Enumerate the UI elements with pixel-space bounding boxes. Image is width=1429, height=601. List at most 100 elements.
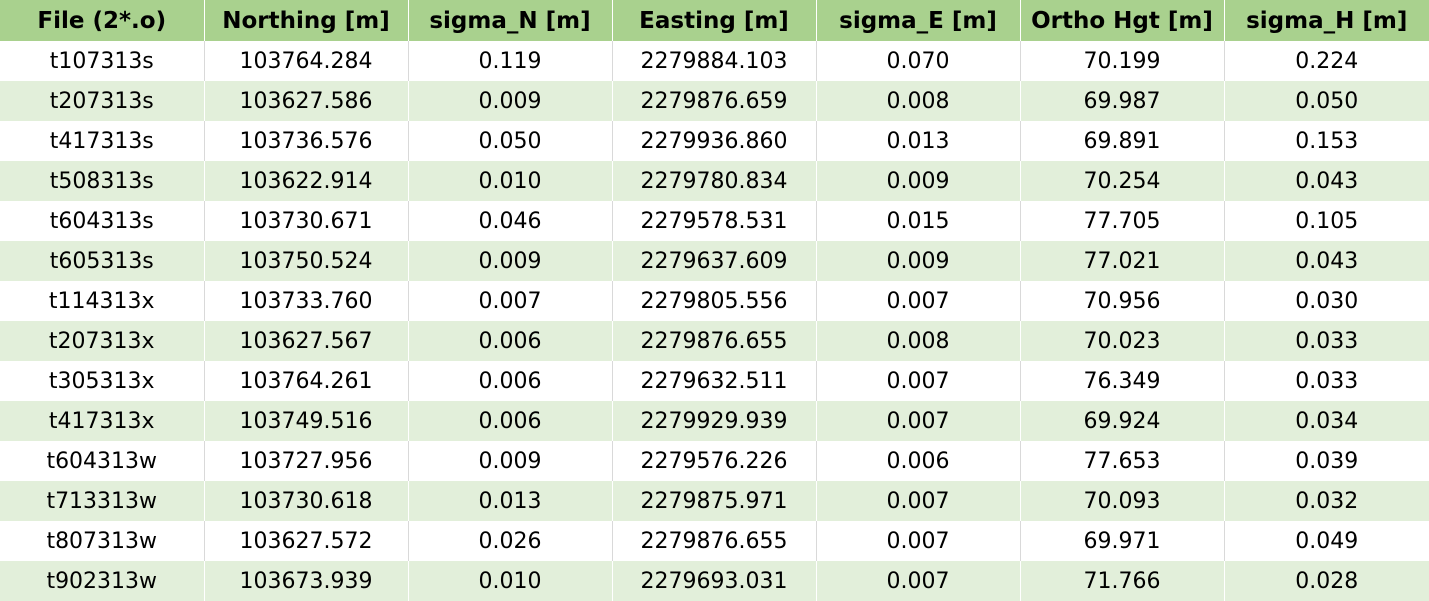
cell-northing[interactable]: 103730.618 <box>204 481 409 521</box>
cell-sigma-h[interactable]: 0.034 <box>1224 401 1429 441</box>
cell-sigma-n[interactable]: 0.050 <box>408 121 613 161</box>
cell-ortho-hgt[interactable]: 69.924 <box>1020 401 1225 441</box>
cell-sigma-n[interactable]: 0.007 <box>408 281 613 321</box>
cell-sigma-n[interactable]: 0.009 <box>408 81 613 121</box>
cell-file[interactable]: t114313x <box>0 281 205 321</box>
table-row[interactable]: t207313x 103627.567 0.006 2279876.655 0.008 7… <box>0 321 1429 361</box>
cell-northing[interactable]: 103622.914 <box>204 161 409 201</box>
cell-sigma-h[interactable]: 0.105 <box>1224 201 1429 241</box>
cell-ortho-hgt[interactable]: 70.956 <box>1020 281 1225 321</box>
cell-sigma-e[interactable]: 0.007 <box>816 521 1021 561</box>
cell-easting[interactable]: 2279693.031 <box>612 561 817 601</box>
cell-file[interactable]: t207313s <box>0 81 205 121</box>
cell-sigma-n[interactable]: 0.026 <box>408 521 613 561</box>
cell-sigma-h[interactable]: 0.028 <box>1224 561 1429 601</box>
cell-file[interactable]: t605313s <box>0 241 205 281</box>
cell-ortho-hgt[interactable]: 77.653 <box>1020 441 1225 481</box>
cell-sigma-h[interactable]: 0.043 <box>1224 241 1429 281</box>
cell-easting[interactable]: 2279576.226 <box>612 441 817 481</box>
cell-sigma-e[interactable]: 0.008 <box>816 321 1021 361</box>
cell-northing[interactable]: 103730.671 <box>204 201 409 241</box>
cell-sigma-h[interactable]: 0.049 <box>1224 521 1429 561</box>
cell-easting[interactable]: 2279876.659 <box>612 81 817 121</box>
cell-easting[interactable]: 2279876.655 <box>612 321 817 361</box>
cell-northing[interactable]: 103727.956 <box>204 441 409 481</box>
column-header-file[interactable]: File (2*.o) <box>0 0 205 41</box>
cell-file[interactable]: t417313s <box>0 121 205 161</box>
table-row[interactable]: t807313w 103627.572 0.026 2279876.655 0.007 6… <box>0 521 1429 561</box>
cell-ortho-hgt[interactable]: 70.093 <box>1020 481 1225 521</box>
cell-sigma-e[interactable]: 0.008 <box>816 81 1021 121</box>
cell-sigma-h[interactable]: 0.224 <box>1224 41 1429 81</box>
cell-easting[interactable]: 2279632.511 <box>612 361 817 401</box>
cell-sigma-n[interactable]: 0.006 <box>408 361 613 401</box>
cell-file[interactable]: t604313w <box>0 441 205 481</box>
table-row[interactable]: t305313x 103764.261 0.006 2279632.511 0.007 7… <box>0 361 1429 401</box>
cell-northing[interactable]: 103764.284 <box>204 41 409 81</box>
cell-easting[interactable]: 2279637.609 <box>612 241 817 281</box>
cell-file[interactable]: t417313x <box>0 401 205 441</box>
cell-sigma-e[interactable]: 0.007 <box>816 281 1021 321</box>
table-row[interactable]: t508313s 103622.914 0.010 2279780.834 0.009 7… <box>0 161 1429 201</box>
cell-ortho-hgt[interactable]: 70.023 <box>1020 321 1225 361</box>
cell-easting[interactable]: 2279884.103 <box>612 41 817 81</box>
table-row[interactable]: t107313s 103764.284 0.119 2279884.103 0.070 7… <box>0 41 1429 81</box>
cell-northing[interactable]: 103750.524 <box>204 241 409 281</box>
table-row[interactable]: t605313s 103750.524 0.009 2279637.609 0.009 7… <box>0 241 1429 281</box>
column-header-sigma-n[interactable]: sigma_N [m] <box>408 0 613 41</box>
cell-northing[interactable]: 103764.261 <box>204 361 409 401</box>
cell-file[interactable]: t902313w <box>0 561 205 601</box>
column-header-sigma-h[interactable]: sigma_H [m] <box>1224 0 1429 41</box>
table-row[interactable]: t417313s 103736.576 0.050 2279936.860 0.013 6… <box>0 121 1429 161</box>
cell-ortho-hgt[interactable]: 69.971 <box>1020 521 1225 561</box>
cell-sigma-n[interactable]: 0.009 <box>408 441 613 481</box>
cell-sigma-h[interactable]: 0.032 <box>1224 481 1429 521</box>
cell-ortho-hgt[interactable]: 77.705 <box>1020 201 1225 241</box>
cell-sigma-e[interactable]: 0.013 <box>816 121 1021 161</box>
cell-file[interactable]: t604313s <box>0 201 205 241</box>
cell-easting[interactable]: 2279876.655 <box>612 521 817 561</box>
column-header-ortho-hgt[interactable]: Ortho Hgt [m] <box>1020 0 1225 41</box>
cell-sigma-e[interactable]: 0.015 <box>816 201 1021 241</box>
cell-sigma-e[interactable]: 0.009 <box>816 241 1021 281</box>
cell-ortho-hgt[interactable]: 76.349 <box>1020 361 1225 401</box>
cell-easting[interactable]: 2279780.834 <box>612 161 817 201</box>
cell-file[interactable]: t713313w <box>0 481 205 521</box>
cell-sigma-e[interactable]: 0.006 <box>816 441 1021 481</box>
table-row[interactable]: t604313s 103730.671 0.046 2279578.531 0.015 7… <box>0 201 1429 241</box>
cell-sigma-n[interactable]: 0.013 <box>408 481 613 521</box>
cell-ortho-hgt[interactable]: 70.254 <box>1020 161 1225 201</box>
cell-sigma-e[interactable]: 0.009 <box>816 161 1021 201</box>
cell-sigma-e[interactable]: 0.007 <box>816 481 1021 521</box>
cell-ortho-hgt[interactable]: 69.987 <box>1020 81 1225 121</box>
cell-sigma-h[interactable]: 0.030 <box>1224 281 1429 321</box>
table-row[interactable]: t207313s 103627.586 0.009 2279876.659 0.008 6… <box>0 81 1429 121</box>
cell-easting[interactable]: 2279936.860 <box>612 121 817 161</box>
cell-easting[interactable]: 2279578.531 <box>612 201 817 241</box>
cell-file[interactable]: t305313x <box>0 361 205 401</box>
cell-northing[interactable]: 103749.516 <box>204 401 409 441</box>
cell-sigma-n[interactable]: 0.006 <box>408 321 613 361</box>
cell-sigma-h[interactable]: 0.033 <box>1224 361 1429 401</box>
cell-file[interactable]: t508313s <box>0 161 205 201</box>
cell-file[interactable]: t207313x <box>0 321 205 361</box>
cell-sigma-e[interactable]: 0.007 <box>816 361 1021 401</box>
cell-sigma-e[interactable]: 0.007 <box>816 561 1021 601</box>
cell-sigma-h[interactable]: 0.050 <box>1224 81 1429 121</box>
cell-sigma-n[interactable]: 0.119 <box>408 41 613 81</box>
cell-file[interactable]: t107313s <box>0 41 205 81</box>
column-header-sigma-e[interactable]: sigma_E [m] <box>816 0 1021 41</box>
table-row[interactable]: t604313w 103727.956 0.009 2279576.226 0.006 7… <box>0 441 1429 481</box>
cell-sigma-n[interactable]: 0.046 <box>408 201 613 241</box>
cell-easting[interactable]: 2279805.556 <box>612 281 817 321</box>
cell-ortho-hgt[interactable]: 77.021 <box>1020 241 1225 281</box>
table-row[interactable]: t902313w 103673.939 0.010 2279693.031 0.007 7… <box>0 561 1429 601</box>
cell-ortho-hgt[interactable]: 69.891 <box>1020 121 1225 161</box>
cell-sigma-h[interactable]: 0.039 <box>1224 441 1429 481</box>
cell-northing[interactable]: 103627.572 <box>204 521 409 561</box>
cell-sigma-n[interactable]: 0.009 <box>408 241 613 281</box>
cell-northing[interactable]: 103627.567 <box>204 321 409 361</box>
cell-easting[interactable]: 2279875.971 <box>612 481 817 521</box>
cell-northing[interactable]: 103627.586 <box>204 81 409 121</box>
cell-file[interactable]: t807313w <box>0 521 205 561</box>
